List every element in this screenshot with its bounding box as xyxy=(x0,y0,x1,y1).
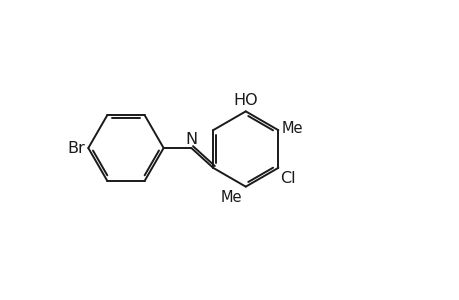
Text: Br: Br xyxy=(67,140,85,155)
Text: Cl: Cl xyxy=(280,171,295,186)
Text: Me: Me xyxy=(220,190,241,205)
Text: HO: HO xyxy=(233,93,257,108)
Text: N: N xyxy=(185,132,197,147)
Text: Me: Me xyxy=(281,121,302,136)
